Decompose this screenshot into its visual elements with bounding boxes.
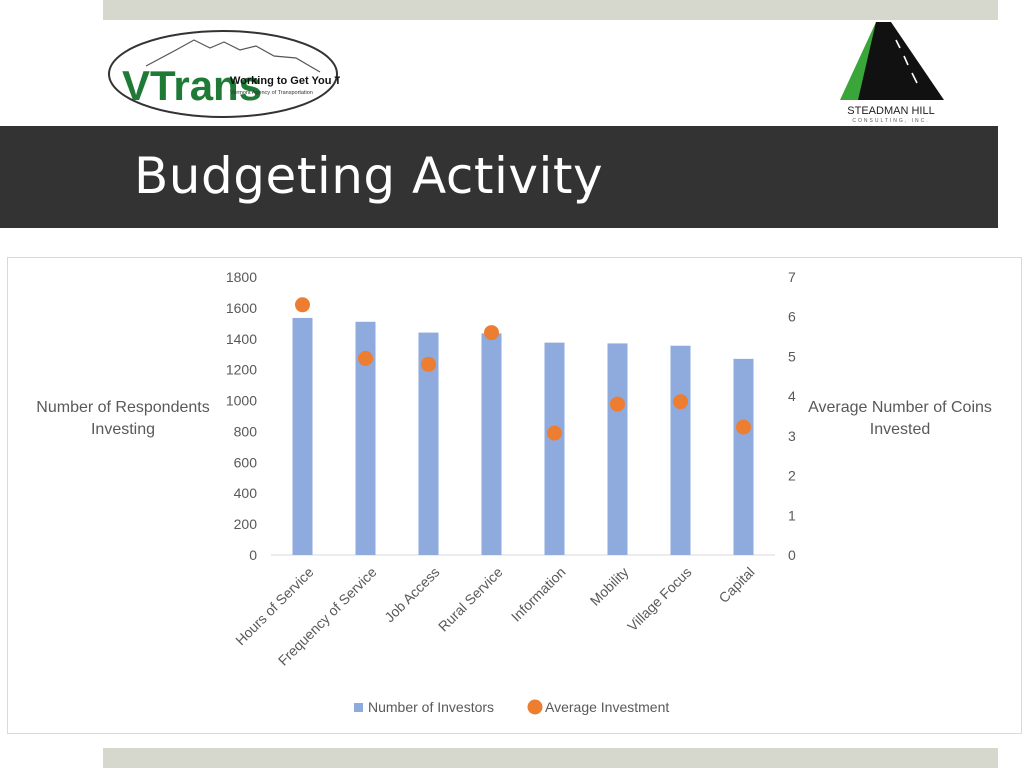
vtrans-subtitle: Vermont Agency of Transportation <box>230 90 313 96</box>
dot <box>421 356 436 372</box>
bar <box>418 332 439 555</box>
x-tick-label: Job Access <box>381 564 442 625</box>
chart-frame: 0 200 400 600 800 1000 1200 1400 1600 1800 0 1 2 3 4 5… <box>7 257 1022 734</box>
dot-series <box>295 297 751 441</box>
right-tick-label: 2 <box>788 468 796 484</box>
y2-axis-title-line1: Average Number of Coins <box>808 399 992 416</box>
x-tick-label: Rural Service <box>435 564 506 635</box>
legend-bar-swatch <box>354 703 363 712</box>
title-bar <box>0 126 998 228</box>
right-tick-label: 5 <box>788 348 796 364</box>
page-title: Budgeting Activity <box>134 147 604 205</box>
y-axis-title-line2: Investing <box>91 421 155 438</box>
left-tick-label: 1200 <box>226 362 257 378</box>
left-axis-ticks: 0 200 400 600 800 1000 1200 1400 1600 1800 <box>226 269 257 563</box>
dot <box>358 350 373 366</box>
dot <box>295 297 310 313</box>
y2-axis-title-line2: Invested <box>870 421 930 438</box>
right-tick-label: 1 <box>788 507 796 523</box>
legend-bar-label: Number of Investors <box>368 699 494 715</box>
dot <box>610 396 625 412</box>
left-tick-label: 200 <box>234 516 258 532</box>
dot <box>736 419 751 435</box>
bar <box>292 317 313 555</box>
left-tick-label: 0 <box>249 547 257 563</box>
steadman-subtitle: CONSULTING, INC. <box>852 118 929 124</box>
steadman-hill-logo: STEADMAN HILL CONSULTING, INC. <box>840 22 944 124</box>
x-tick-label: Village Focus <box>624 564 695 635</box>
steadman-name: STEADMAN HILL <box>847 105 934 117</box>
right-tick-label: 6 <box>788 309 796 325</box>
legend: Number of Investors Average Investment <box>354 699 669 715</box>
x-tick-label: Capital <box>715 564 757 606</box>
right-axis-ticks: 0 1 2 3 4 5 6 7 <box>788 269 796 563</box>
right-tick-label: 3 <box>788 428 796 444</box>
right-tick-label: 0 <box>788 547 796 563</box>
x-tick-label: Mobility <box>587 564 632 609</box>
combo-chart: 0 200 400 600 800 1000 1200 1400 1600 1800 0 1 2 3 4 5… <box>36 269 992 715</box>
vtrans-logo: VTrans Working to Get You There Vermont … <box>108 30 340 118</box>
legend-dot-label: Average Investment <box>545 699 669 715</box>
dot <box>673 394 688 410</box>
left-tick-label: 400 <box>234 485 258 501</box>
bar <box>544 342 565 555</box>
dot <box>484 325 499 341</box>
left-tick-label: 1400 <box>226 331 257 347</box>
dot <box>547 425 562 441</box>
vtrans-wordmark: VTrans <box>122 62 262 109</box>
left-tick-label: 1800 <box>226 269 257 285</box>
bar <box>670 345 691 555</box>
right-tick-label: 7 <box>788 269 796 285</box>
left-tick-label: 1000 <box>226 393 257 409</box>
bar <box>607 343 628 555</box>
bar <box>733 358 754 555</box>
legend-dot-swatch <box>527 699 543 715</box>
right-tick-label: 4 <box>788 388 796 404</box>
x-tick-label: Information <box>508 564 569 625</box>
left-tick-label: 600 <box>234 454 258 470</box>
left-tick-label: 800 <box>234 423 258 439</box>
bottom-decorative-band <box>103 748 998 768</box>
bar <box>481 333 502 555</box>
left-tick-label: 1600 <box>226 300 257 316</box>
y-axis-title-line1: Number of Respondents <box>36 399 209 416</box>
top-decorative-band <box>103 0 998 20</box>
vtrans-tagline: Working to Get You There <box>230 75 340 87</box>
bar <box>355 321 376 555</box>
